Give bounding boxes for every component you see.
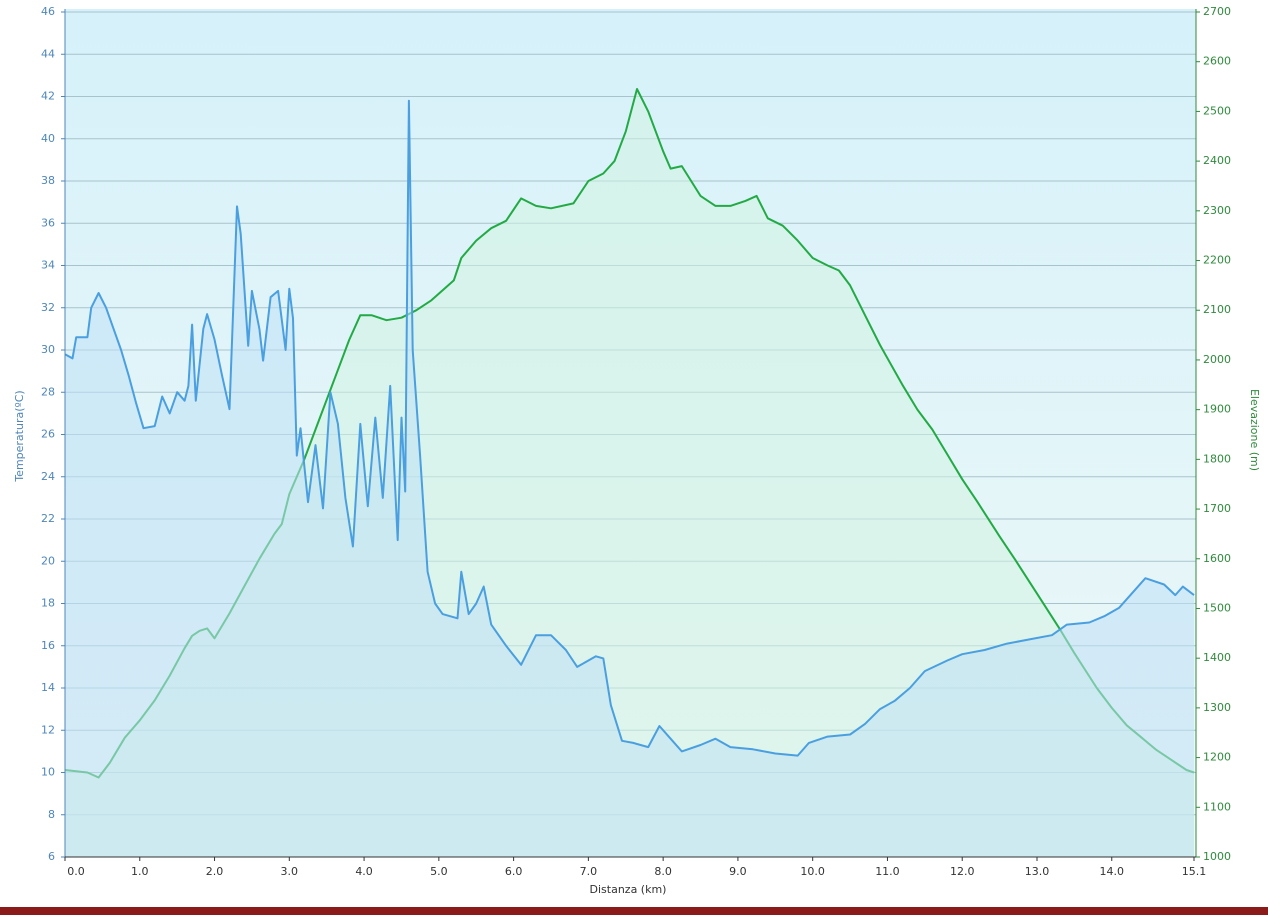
- x-tick-label: 3.0: [281, 865, 299, 878]
- x-tick-label: 1.0: [131, 865, 149, 878]
- y2-tick-label: 1900: [1203, 403, 1231, 416]
- y2-tick-label: 1000: [1203, 850, 1231, 863]
- line: [64, 99, 1195, 757]
- x-tick-label: 5.0: [430, 865, 448, 878]
- y-tick-label: 12: [41, 723, 55, 736]
- y-tick-label: 18: [41, 597, 55, 610]
- y-tick-label: 24: [41, 470, 55, 483]
- bottom-bar: [0, 907, 1268, 915]
- y-tick-label: 20: [41, 554, 55, 567]
- y2-tick-label: 2100: [1203, 303, 1231, 316]
- y2-tick-label: 2700: [1203, 5, 1231, 18]
- y-tick-label: 38: [41, 174, 55, 187]
- y2-tick-label: 1800: [1203, 452, 1231, 465]
- y2-tick-label: 1200: [1203, 751, 1231, 764]
- y-tick-label: 34: [41, 259, 55, 272]
- x-tick-label: 9.0: [729, 865, 747, 878]
- x-tick-label: 14.0: [1100, 865, 1125, 878]
- y2-tick-label: 1600: [1203, 552, 1231, 565]
- x-tick-label: 15.1: [1182, 865, 1207, 878]
- y-tick-label: 26: [41, 428, 55, 441]
- y-tick-label: 40: [41, 132, 55, 145]
- y2-tick-label: 2200: [1203, 254, 1231, 267]
- y2-tick-label: 1700: [1203, 502, 1231, 515]
- y2-axis-label: Elevazione (m): [1248, 389, 1261, 471]
- y-tick-label: 28: [41, 385, 55, 398]
- y-tick-label: 14: [41, 681, 55, 694]
- x-tick-label: 2.0: [206, 865, 224, 878]
- area-fill: [65, 100, 1194, 857]
- y2-tick-label: 1300: [1203, 701, 1231, 714]
- y2-tick-label: 1100: [1203, 800, 1231, 813]
- y-tick-label: 36: [41, 216, 55, 229]
- x-tick-label: 0.0: [67, 865, 85, 878]
- y-tick-label: 44: [41, 47, 55, 60]
- y2-tick-label: 2600: [1203, 55, 1231, 68]
- y2-tick-label: 2300: [1203, 204, 1231, 217]
- x-tick-label: 4.0: [355, 865, 373, 878]
- y-tick-label: 10: [41, 766, 55, 779]
- x-tick-label: 11.0: [875, 865, 900, 878]
- y-tick-label: 8: [48, 808, 55, 821]
- x-tick-label: 10.0: [800, 865, 825, 878]
- y-tick-label: 30: [41, 343, 55, 356]
- y-tick-label: 22: [41, 512, 55, 525]
- x-tick-label: 6.0: [505, 865, 523, 878]
- y-tick-label: 42: [41, 90, 55, 103]
- y2-tick-label: 2000: [1203, 353, 1231, 366]
- x-axis-label: Distanza (km): [590, 883, 667, 896]
- x-tick-label: 7.0: [580, 865, 598, 878]
- y-tick-label: 16: [41, 639, 55, 652]
- y-tick-label: 32: [41, 301, 55, 314]
- y2-tick-label: 2400: [1203, 154, 1231, 167]
- y2-tick-label: 2500: [1203, 104, 1231, 117]
- x-tick-label: 8.0: [654, 865, 672, 878]
- x-tick-label: 12.0: [950, 865, 975, 878]
- y-axis-label: Temperatura(ºC): [13, 390, 26, 482]
- y2-tick-label: 1500: [1203, 601, 1231, 614]
- y2-tick-label: 1400: [1203, 651, 1231, 664]
- y-tick-label: 6: [48, 850, 55, 863]
- x-tick-label: 13.0: [1025, 865, 1050, 878]
- y-tick-label: 46: [41, 5, 55, 18]
